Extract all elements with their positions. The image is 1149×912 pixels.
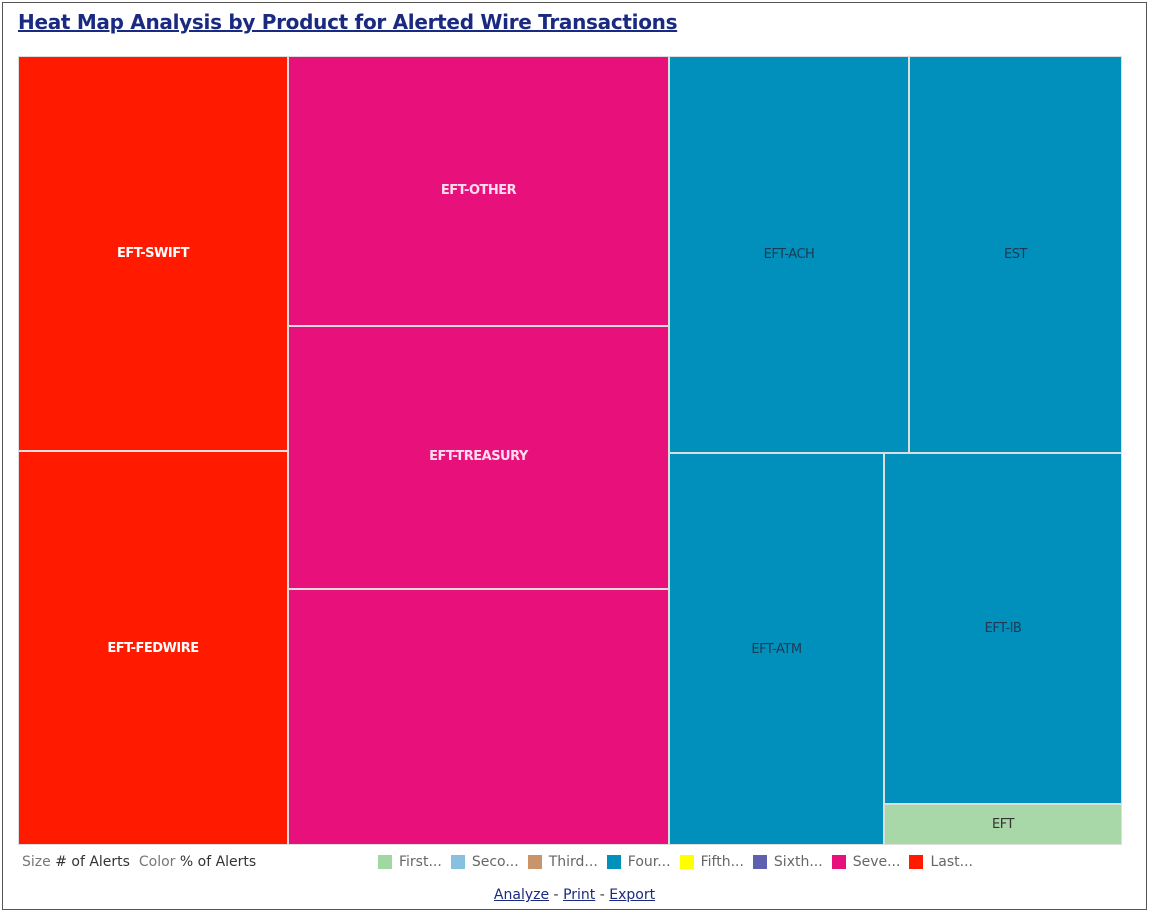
- legend-item: Seco...: [450, 854, 519, 870]
- color-measure: % of Alerts: [179, 854, 257, 870]
- links: Analyze - Print - Export: [0, 887, 1149, 903]
- title[interactable]: Heat Map Analysis by Product for Alerted…: [18, 10, 678, 34]
- tile-label: EFT-TREASURY: [429, 449, 528, 464]
- tile-label: EFT-ACH: [763, 247, 815, 262]
- tile[interactable]: EFT: [884, 804, 1122, 845]
- tile[interactable]: [288, 589, 669, 845]
- legend-item: Seve...: [831, 854, 901, 870]
- legend-swatch: [831, 855, 846, 869]
- link[interactable]: Analyze: [493, 887, 550, 903]
- legend-swatch: [909, 855, 924, 869]
- tile[interactable]: EFT-ACH: [669, 56, 909, 453]
- legend-label: Third...: [548, 854, 598, 870]
- legend-label: First...: [399, 854, 442, 870]
- legend-label: Seve...: [852, 854, 901, 870]
- legend-item: Third...: [527, 854, 598, 870]
- tile-label: EST: [1004, 247, 1027, 262]
- color-label: Color: [138, 854, 176, 870]
- tile[interactable]: EFT-TREASURY: [288, 326, 669, 589]
- legend-swatch: [679, 855, 694, 869]
- legend-item: Four...: [606, 854, 671, 870]
- tile[interactable]: EST: [909, 56, 1122, 453]
- tile-label: EFT-IB: [984, 621, 1022, 636]
- legend-label: Four...: [627, 854, 671, 870]
- legend-label: Sixth...: [773, 854, 823, 870]
- tile[interactable]: EFT-OTHER: [288, 56, 669, 326]
- tile-label: EFT-FEDWIRE: [107, 640, 199, 656]
- legend-label: Last...: [930, 854, 973, 870]
- legend-item: Last...: [909, 854, 973, 870]
- legend-label: Seco...: [471, 854, 519, 870]
- legend-swatch: [606, 855, 621, 869]
- tile-label: EFT-OTHER: [440, 183, 517, 198]
- tile-label: EFT-SWIFT: [117, 246, 189, 261]
- legend-swatch: [378, 855, 392, 869]
- legend-measures: Size # of Alerts Color % of Alerts: [22, 854, 256, 870]
- legend-swatch: [527, 855, 542, 869]
- separator: -: [599, 887, 605, 903]
- tile[interactable]: EFT-ATM: [669, 453, 884, 845]
- tile-label: EFT: [992, 817, 1014, 832]
- legend-item: First...: [378, 854, 442, 870]
- legend-swatch: [752, 855, 767, 869]
- link[interactable]: Export: [609, 887, 656, 903]
- tile[interactable]: EFT-SWIFT: [18, 56, 288, 451]
- link[interactable]: Print: [563, 887, 596, 903]
- legend-item: Sixth...: [752, 854, 823, 870]
- size-measure: # of Alerts: [55, 854, 130, 870]
- tile[interactable]: EFT-IB: [884, 453, 1122, 804]
- tile[interactable]: EFT-FEDWIRE: [18, 451, 288, 845]
- size-label: Size: [22, 854, 51, 870]
- legend-item: Fifth...: [679, 854, 744, 870]
- separator: -: [553, 887, 559, 903]
- legend-label: Fifth...: [700, 854, 744, 870]
- legend: First... Seco... Third... Four... Fifth... Si…: [378, 854, 982, 870]
- tile-label: EFT-ATM: [751, 641, 802, 657]
- legend-swatch: [450, 855, 465, 869]
